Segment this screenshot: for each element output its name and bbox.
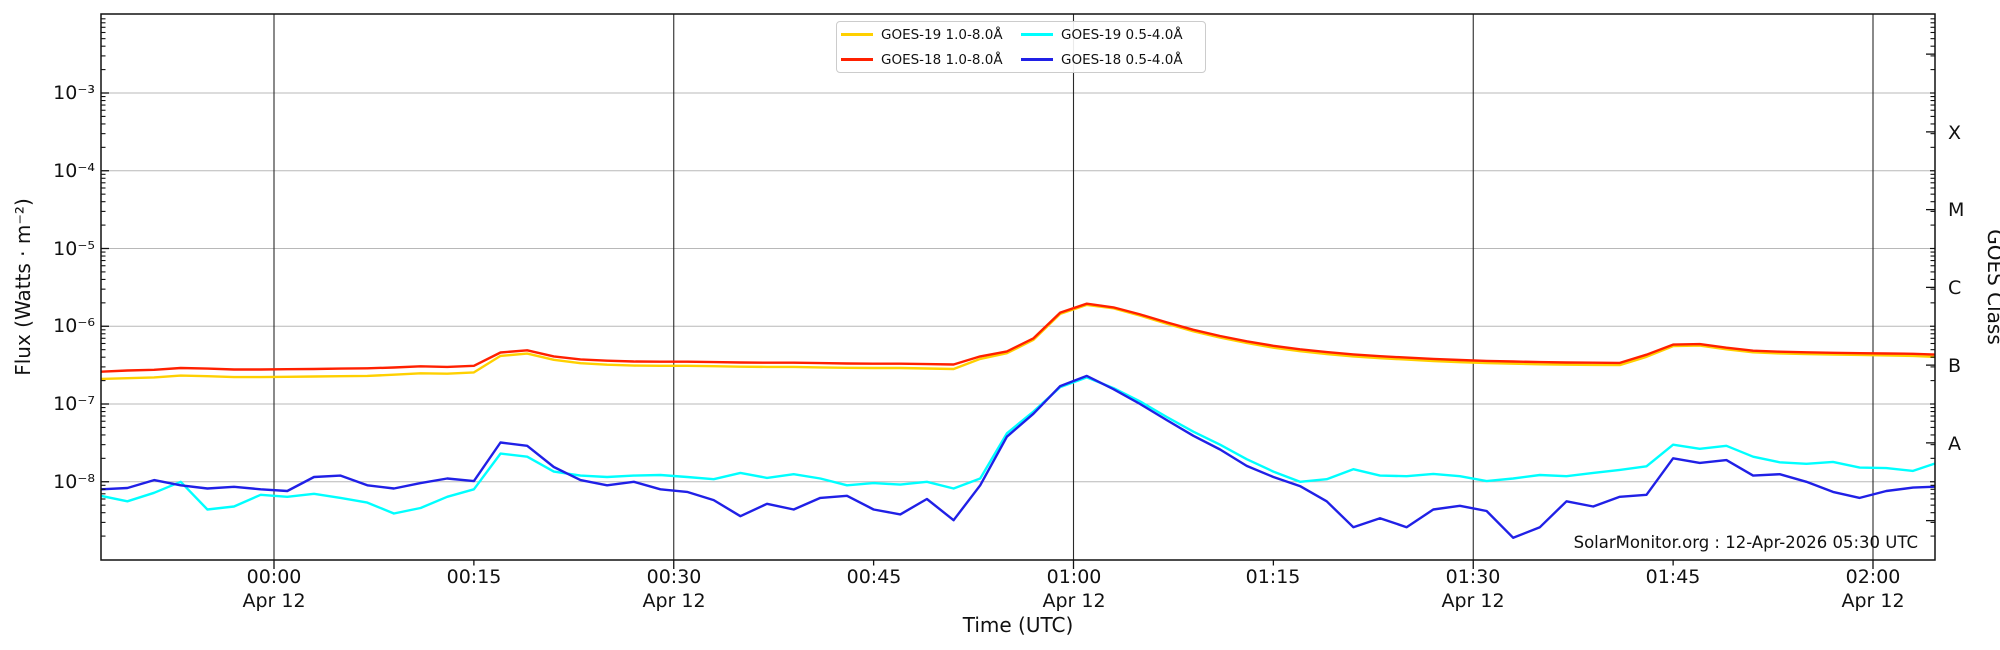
legend-swatch-goes19-long — [841, 33, 873, 36]
legend-entry: GOES-18 1.0-8.0Å — [841, 52, 1021, 68]
y-tick-label: 10⁻⁵ — [53, 238, 95, 260]
curve-goes19-long — [101, 303, 1935, 381]
x-tick-label: 00:30 — [647, 566, 702, 588]
y-tick-label: 10⁻⁶ — [53, 315, 95, 337]
goes-class-label-m: M — [1948, 199, 1964, 221]
legend-entry: GOES-19 1.0-8.0Å — [841, 27, 1021, 43]
plot-border — [100, 13, 1936, 561]
legend-swatch-goes19-short — [1021, 33, 1053, 36]
x-tick-label: 00:45 — [847, 566, 902, 588]
legend: GOES-19 1.0-8.0Å GOES-18 1.0-8.0Å GOES-1… — [836, 21, 1206, 73]
plot-curves — [101, 302, 1935, 539]
goes-class-label-x: X — [1948, 122, 1961, 144]
plot-gridlines — [101, 14, 1935, 560]
legend-entry: GOES-19 0.5-4.0Å — [1021, 27, 1201, 43]
legend-entry: GOES-18 0.5-4.0Å — [1021, 52, 1201, 68]
legend-label: GOES-18 1.0-8.0Å — [881, 51, 1003, 68]
legend-label: GOES-19 1.0-8.0Å — [881, 26, 1003, 43]
goes-class-label-a: A — [1948, 433, 1961, 455]
x-date-label: Apr 12 — [642, 590, 705, 612]
curve-goes18-short — [101, 374, 1935, 539]
right-axis-label: GOES Class — [1983, 229, 2000, 345]
y-axis-label: Flux (Watts · m⁻²) — [11, 198, 35, 376]
curve-goes19-short — [101, 376, 1935, 515]
goes-class-label-b: B — [1948, 355, 1961, 377]
x-tick-label: 01:15 — [1246, 566, 1301, 588]
x-tick-label: 01:00 — [1047, 566, 1102, 588]
legend-swatch-goes18-short — [1021, 58, 1053, 61]
x-tick-label: 01:30 — [1446, 566, 1501, 588]
x-date-label: Apr 12 — [242, 590, 305, 612]
y-tick-label: 10⁻⁴ — [53, 160, 95, 182]
x-tick-label: 00:15 — [447, 566, 502, 588]
x-tick-label: 00:00 — [247, 566, 302, 588]
x-date-label: Apr 12 — [1441, 590, 1504, 612]
legend-label: GOES-19 0.5-4.0Å — [1061, 26, 1183, 43]
goes-class-label-c: C — [1948, 277, 1961, 299]
x-date-label: Apr 12 — [1042, 590, 1105, 612]
y-tick-label: 10⁻³ — [53, 82, 95, 104]
watermark: SolarMonitor.org : 12-Apr-2026 05:30 UTC — [1574, 533, 1918, 552]
x-tick-label: 01:45 — [1646, 566, 1701, 588]
x-axis-label: Time (UTC) — [962, 613, 1074, 637]
y-tick-label: 10⁻⁸ — [53, 471, 95, 493]
legend-label: GOES-18 0.5-4.0Å — [1061, 51, 1183, 68]
x-tick-label: 02:00 — [1846, 566, 1901, 588]
x-date-label: Apr 12 — [1841, 590, 1904, 612]
y-tick-label: 10⁻⁷ — [53, 393, 95, 415]
curve-goes18-long — [101, 302, 1935, 373]
legend-swatch-goes18-long — [841, 58, 873, 61]
